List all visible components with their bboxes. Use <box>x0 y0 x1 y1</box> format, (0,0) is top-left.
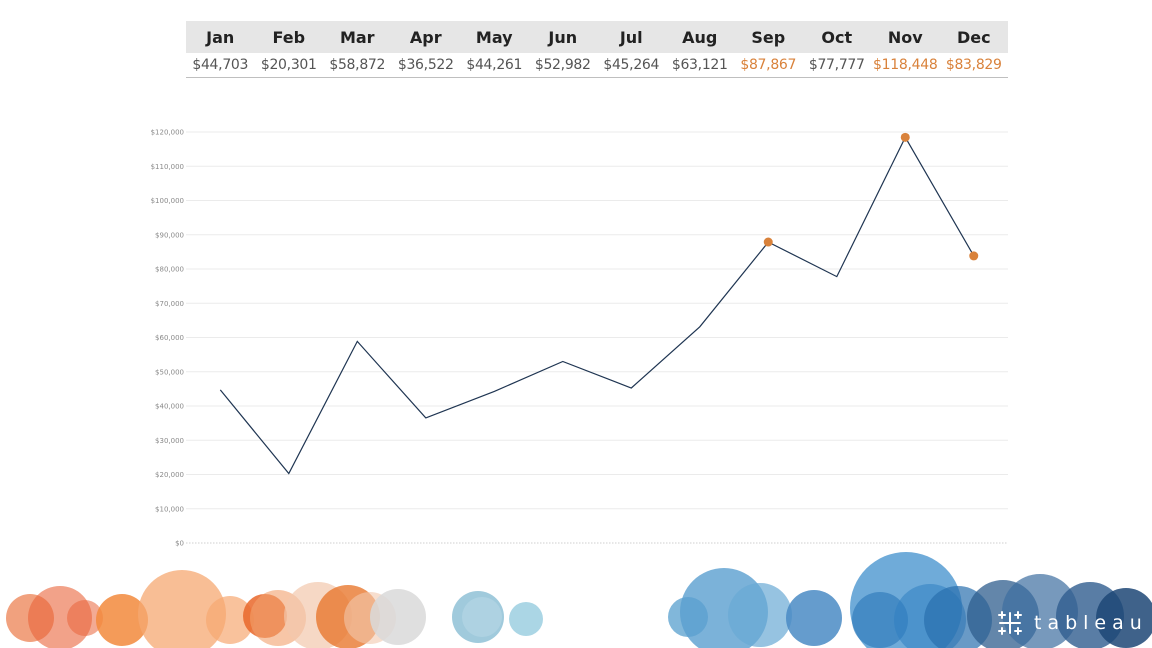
month-header-apr: Apr <box>391 21 460 53</box>
month-header-feb: Feb <box>254 21 323 53</box>
y-axis-tick-labels: $0 $10,000 $20,000 $30,000 $40,000 $50,000 $60… <box>151 129 184 548</box>
series-line <box>219 136 975 475</box>
y-tick-label: $30,000 <box>155 437 184 445</box>
y-tick-label: $10,000 <box>155 505 184 513</box>
month-value-may: $44,261 <box>460 53 529 78</box>
y-tick-label: $20,000 <box>155 471 184 479</box>
y-tick-label: $50,000 <box>155 368 184 376</box>
decorative-bubble <box>509 602 543 636</box>
month-value-dec: $83,829 <box>939 53 1008 78</box>
month-value-oct: $77,777 <box>802 53 871 78</box>
month-header-sep: Sep <box>734 21 803 53</box>
month-header-aug: Aug <box>665 21 734 53</box>
decorative-bubble <box>138 570 226 648</box>
y-tick-label: $40,000 <box>155 403 184 411</box>
month-value-sep: $87,867 <box>734 53 803 78</box>
month-header-row: Jan Feb Mar Apr May Jun Jul Aug Sep Oct Nov Dec <box>186 21 1008 53</box>
brand-name: tableau <box>1034 612 1148 634</box>
y-tick-label: $100,000 <box>151 197 184 205</box>
decorative-bubble <box>96 594 148 646</box>
y-tick-label: $90,000 <box>155 231 184 239</box>
month-value-mar: $58,872 <box>323 53 392 78</box>
month-value-aug: $63,121 <box>665 53 734 78</box>
decorative-bubble <box>206 596 254 644</box>
decorative-bubble <box>1096 588 1152 648</box>
y-tick-label: $0 <box>175 540 184 548</box>
month-header-oct: Oct <box>802 21 871 53</box>
highlight-point-nov <box>900 132 910 142</box>
decorative-bubble <box>852 592 908 648</box>
month-value-nov: $118,448 <box>871 53 940 78</box>
month-header-nov: Nov <box>871 21 940 53</box>
decorative-bubble <box>370 589 426 645</box>
highlight-point-dec <box>969 251 979 261</box>
month-header-jan: Jan <box>186 21 255 53</box>
y-tick-label: $120,000 <box>151 129 184 137</box>
tableau-logo: tableau <box>996 606 1148 640</box>
month-value-feb: $20,301 <box>254 53 323 78</box>
month-header-mar: Mar <box>323 21 392 53</box>
y-tick-label: $80,000 <box>155 266 184 274</box>
month-value-jun: $52,982 <box>528 53 597 78</box>
highlight-point-sep <box>763 237 773 247</box>
month-header-may: May <box>460 21 529 53</box>
decorative-bubble <box>462 597 502 637</box>
decorative-bubble <box>728 583 792 647</box>
month-value-apr: $36,522 <box>391 53 460 78</box>
month-value-jan: $44,703 <box>186 53 255 78</box>
line-chart: $0 $10,000 $20,000 $30,000 $40,000 $50,000 $60… <box>151 129 1008 548</box>
month-values-row: $44,703 $20,301 $58,872 $36,522 $44,261 $52,9… <box>186 53 1008 78</box>
decorative-bubble <box>67 600 103 636</box>
month-header-jul: Jul <box>597 21 666 53</box>
tableau-cross-logo-icon <box>998 611 1022 635</box>
gridlines <box>186 131 1008 544</box>
y-tick-label: $70,000 <box>155 300 184 308</box>
decorative-bubble <box>786 590 842 646</box>
month-header-jun: Jun <box>528 21 597 53</box>
highlight-points <box>763 132 979 261</box>
month-header-dec: Dec <box>939 21 1008 53</box>
month-value-jul: $45,264 <box>597 53 666 78</box>
y-tick-label: $110,000 <box>151 163 184 171</box>
y-tick-label: $60,000 <box>155 334 184 342</box>
monthly-values-table: Jan Feb Mar Apr May Jun Jul Aug Sep Oct Nov Dec $44… <box>186 21 1008 78</box>
